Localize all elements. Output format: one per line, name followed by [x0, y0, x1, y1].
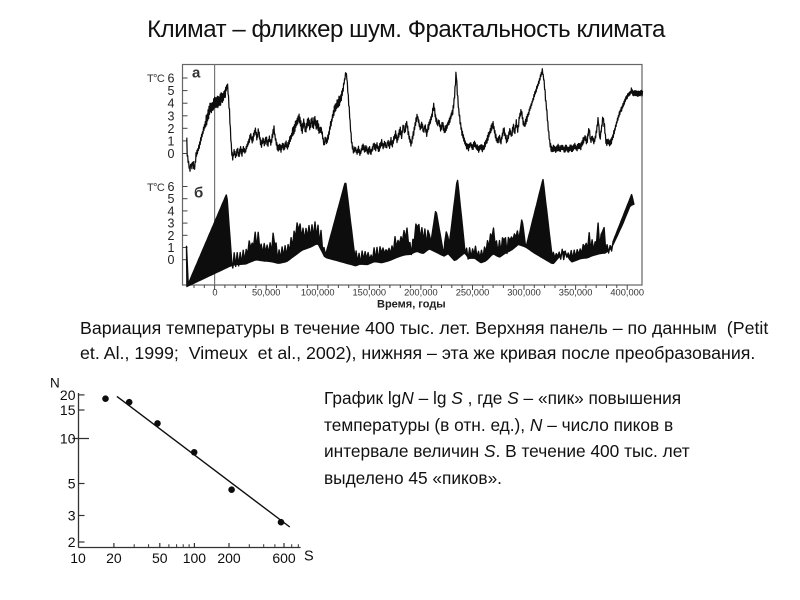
- svg-text:400,000: 400,000: [610, 288, 644, 298]
- svg-text:100,000: 100,000: [301, 288, 335, 298]
- svg-text:20: 20: [60, 387, 76, 403]
- svg-text:T°C: T°C: [147, 73, 165, 85]
- svg-text:2: 2: [68, 534, 76, 550]
- svg-text:6: 6: [168, 180, 175, 194]
- svg-text:S: S: [304, 549, 314, 565]
- svg-text:50: 50: [152, 550, 168, 566]
- svg-text:2: 2: [168, 229, 175, 243]
- svg-text:6: 6: [168, 72, 175, 86]
- svg-text:20: 20: [106, 550, 122, 566]
- svg-text:1: 1: [168, 134, 175, 148]
- svg-text:600: 600: [272, 550, 296, 566]
- svg-text:4: 4: [168, 204, 175, 218]
- svg-text:5: 5: [168, 84, 175, 98]
- svg-text:4: 4: [168, 97, 175, 111]
- svg-text:350,000: 350,000: [559, 288, 593, 298]
- svg-text:5: 5: [68, 476, 76, 492]
- svg-text:300,000: 300,000: [507, 288, 541, 298]
- svg-text:100: 100: [183, 550, 207, 566]
- svg-text:Время, годы: Время, годы: [377, 299, 446, 311]
- svg-text:50,000: 50,000: [252, 288, 280, 298]
- svg-text:5: 5: [168, 192, 175, 206]
- svg-text:0: 0: [168, 253, 175, 267]
- svg-text:2: 2: [168, 122, 175, 136]
- svg-text:3: 3: [68, 508, 76, 524]
- svg-text:а: а: [192, 65, 201, 82]
- svg-text:1: 1: [168, 241, 175, 255]
- svg-text:3: 3: [168, 109, 175, 123]
- svg-text:б: б: [194, 185, 203, 202]
- svg-text:10: 10: [60, 431, 76, 447]
- svg-text:200: 200: [217, 550, 241, 566]
- svg-text:250,000: 250,000: [456, 288, 490, 298]
- svg-text:N: N: [50, 376, 60, 391]
- svg-text:T°C: T°C: [147, 182, 165, 194]
- svg-text:10: 10: [70, 550, 86, 566]
- svg-text:150,000: 150,000: [352, 288, 386, 298]
- svg-text:3: 3: [168, 217, 175, 231]
- svg-text:200,000: 200,000: [404, 288, 438, 298]
- svg-text:0: 0: [168, 147, 175, 161]
- svg-text:15: 15: [60, 402, 76, 418]
- svg-text:0: 0: [212, 288, 217, 298]
